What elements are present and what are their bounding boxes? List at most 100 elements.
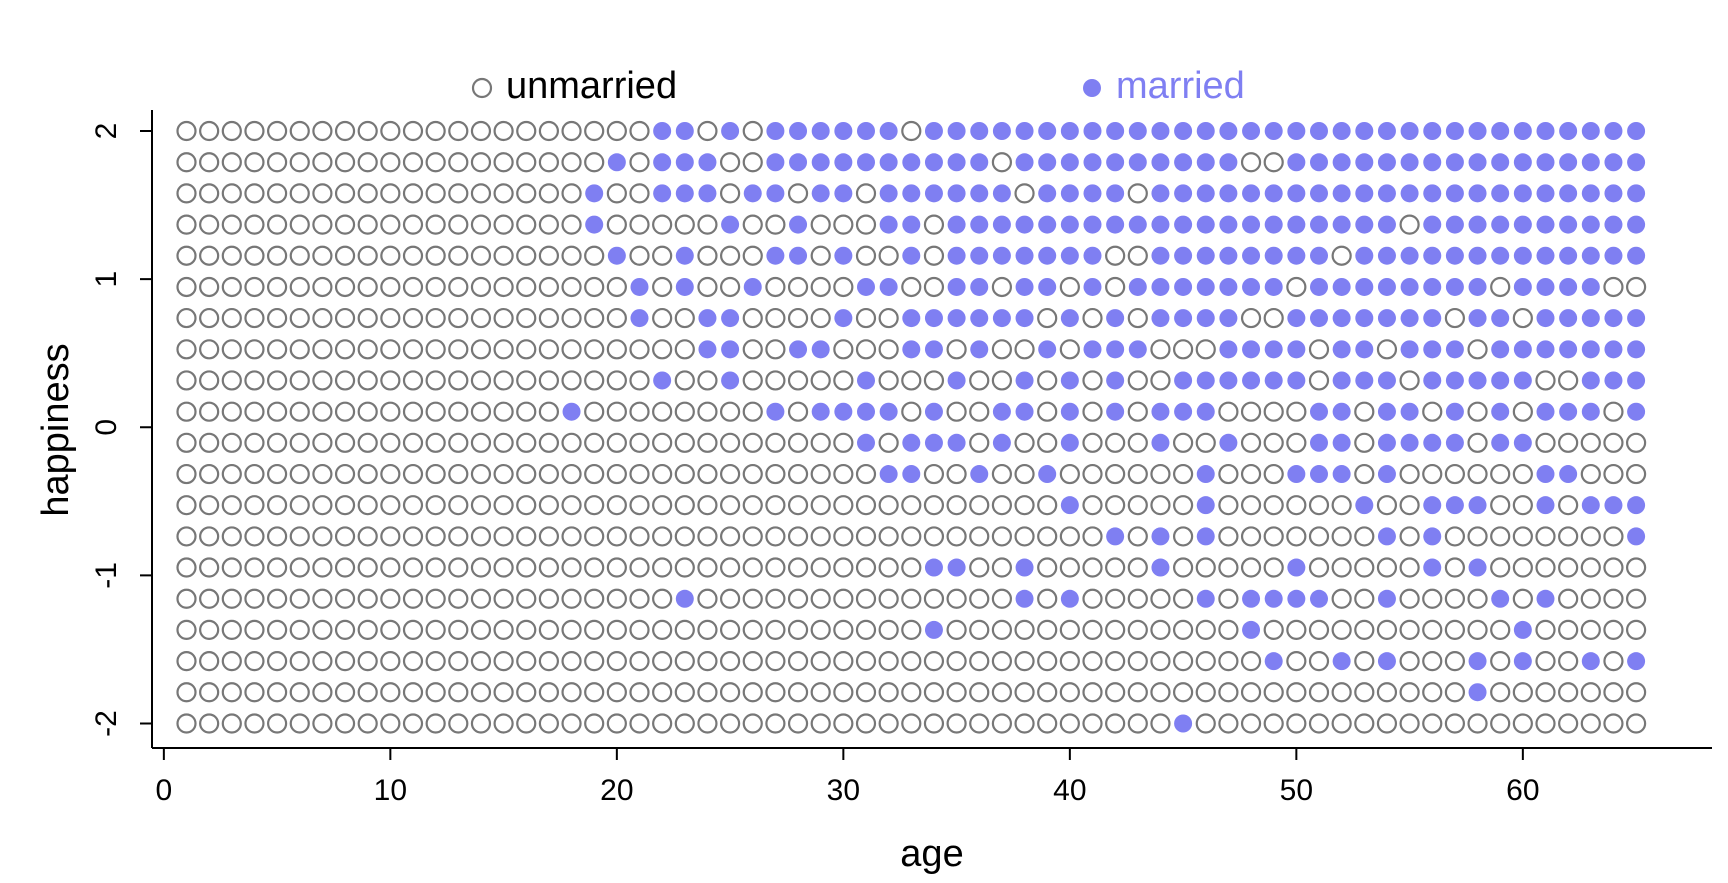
point-unmarried [357, 307, 378, 329]
point-unmarried [1376, 557, 1398, 578]
point-unmarried [1580, 588, 1601, 609]
point-married [970, 465, 989, 484]
point-unmarried [1399, 713, 1420, 734]
point-married [1627, 184, 1646, 203]
point-married [653, 153, 672, 172]
point-unmarried [674, 370, 695, 391]
point-married [1536, 184, 1555, 203]
point-unmarried [1014, 651, 1035, 672]
point-unmarried [697, 682, 718, 703]
point-unmarried [1240, 152, 1262, 173]
point-unmarried [1535, 619, 1556, 640]
point-unmarried [1558, 713, 1579, 734]
point-unmarried [1467, 339, 1488, 360]
point-unmarried [448, 245, 469, 266]
point-married [1219, 215, 1238, 234]
point-unmarried [380, 432, 401, 453]
point-married [1377, 277, 1396, 296]
point-unmarried [1059, 713, 1080, 734]
point-married [721, 215, 740, 234]
point-unmarried [1331, 588, 1352, 609]
point-married [1423, 371, 1442, 390]
point-married [947, 433, 966, 452]
point-unmarried [538, 183, 560, 204]
point-unmarried [289, 619, 310, 640]
point-married [1310, 246, 1328, 265]
point-unmarried [787, 557, 809, 578]
point-unmarried [1376, 495, 1398, 516]
point-unmarried [402, 339, 424, 360]
point-married [1332, 340, 1351, 359]
point-unmarried [176, 495, 197, 516]
point-married [1151, 527, 1170, 546]
point-married [1287, 215, 1306, 234]
point-married [1491, 246, 1510, 265]
point-unmarried [267, 339, 288, 360]
point-unmarried [334, 339, 356, 360]
point-unmarried [1014, 713, 1035, 734]
point-married [1038, 215, 1057, 234]
point-married [1581, 246, 1600, 265]
point-unmarried [1467, 619, 1488, 640]
point-married [1581, 340, 1600, 359]
point-unmarried [1535, 370, 1556, 391]
point-unmarried [1603, 432, 1624, 453]
point-unmarried [199, 557, 220, 578]
point-married [1060, 589, 1079, 608]
point-married [1242, 371, 1261, 390]
point-unmarried [561, 713, 582, 734]
point-unmarried [1444, 651, 1466, 672]
point-unmarried [1399, 463, 1420, 485]
point-unmarried [1422, 619, 1443, 640]
point-unmarried [584, 557, 605, 578]
point-unmarried [267, 120, 288, 142]
point-unmarried [584, 401, 605, 422]
point-married [789, 122, 808, 140]
point-unmarried [357, 245, 378, 266]
point-unmarried [312, 682, 333, 703]
point-unmarried [833, 495, 854, 516]
point-unmarried [1059, 526, 1080, 547]
point-unmarried [425, 651, 446, 672]
point-married [1310, 433, 1328, 452]
point-married [1559, 246, 1578, 265]
point-married [1264, 277, 1283, 296]
point-married [1310, 215, 1328, 234]
point-unmarried [969, 370, 990, 391]
point-unmarried [1422, 401, 1443, 422]
point-married [1581, 496, 1600, 515]
point-unmarried [1240, 463, 1262, 485]
point-married [1445, 246, 1464, 265]
point-unmarried [1376, 619, 1398, 640]
point-married [1332, 153, 1351, 172]
point-married [1355, 184, 1374, 203]
point-unmarried [697, 401, 718, 422]
point-unmarried [833, 370, 854, 391]
point-unmarried [1422, 682, 1443, 703]
point-married [1355, 153, 1374, 172]
point-married [1536, 277, 1555, 296]
point-married [1377, 246, 1396, 265]
point-unmarried [1603, 557, 1624, 578]
point-unmarried [312, 152, 333, 173]
point-unmarried [1467, 401, 1488, 422]
point-married [924, 122, 943, 140]
point-married [1627, 371, 1646, 390]
point-married [1513, 371, 1532, 390]
point-unmarried [1286, 682, 1307, 703]
point-unmarried [199, 588, 220, 609]
point-unmarried [1399, 370, 1420, 391]
point-unmarried [538, 682, 560, 703]
point-unmarried [1558, 495, 1579, 516]
point-unmarried [719, 713, 741, 734]
point-married [924, 340, 943, 359]
y-tick-label: -1 [90, 562, 123, 589]
point-unmarried [584, 120, 605, 142]
point-married [1332, 371, 1351, 390]
point-married [1377, 433, 1396, 452]
point-married [1174, 309, 1193, 328]
point-married [1015, 402, 1034, 421]
point-married [1423, 309, 1442, 328]
point-unmarried [719, 588, 741, 609]
point-married [1219, 277, 1238, 296]
